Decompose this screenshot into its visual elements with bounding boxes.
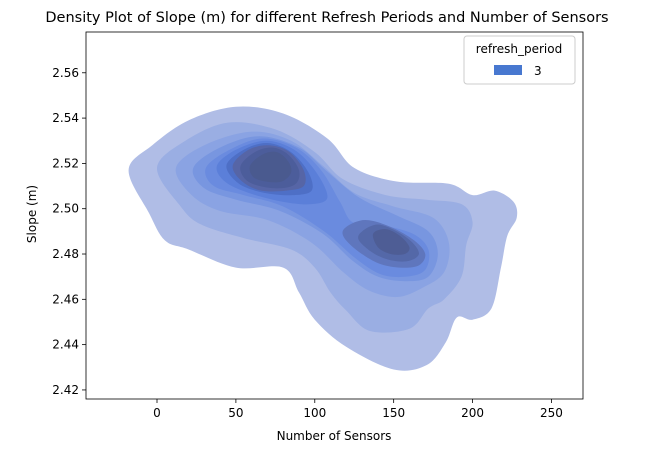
x-tick-label: 200 xyxy=(461,406,484,420)
legend-title: refresh_period xyxy=(476,42,562,56)
x-axis-label: Number of Sensors xyxy=(277,429,392,443)
legend-frame xyxy=(463,35,576,85)
y-tick-label: 2.46 xyxy=(52,292,79,306)
axes-frame xyxy=(85,31,584,400)
density-level-10 xyxy=(249,151,292,183)
legend: refresh_period 3 xyxy=(463,35,576,85)
y-tick-label: 2.54 xyxy=(52,111,79,125)
y-tick-label: 2.50 xyxy=(52,202,79,216)
y-tick-label: 2.56 xyxy=(52,66,79,80)
y-axis-label: Slope (m) xyxy=(25,185,39,243)
x-tick-label: 250 xyxy=(540,406,563,420)
x-tick-label: 0 xyxy=(153,406,161,420)
y-tick-label: 2.52 xyxy=(52,156,79,170)
y-tick-label: 2.48 xyxy=(52,247,79,261)
y-tick-label: 2.44 xyxy=(52,338,79,352)
y-tick-label: 2.42 xyxy=(52,383,79,397)
axes: 0 50 100 150 200 250 2.42 2.44 2.46 2.48 2.50 2.52 2… xyxy=(52,31,584,420)
legend-entry-label: 3 xyxy=(534,64,542,78)
x-tick-label: 150 xyxy=(382,406,405,420)
plot-area xyxy=(128,106,518,371)
x-tick-label: 100 xyxy=(303,406,326,420)
x-tick-label: 50 xyxy=(228,406,243,420)
chart-title: Density Plot of Slope (m) for different … xyxy=(45,10,608,26)
density-level-10 xyxy=(372,229,410,255)
legend-swatch xyxy=(494,65,522,75)
